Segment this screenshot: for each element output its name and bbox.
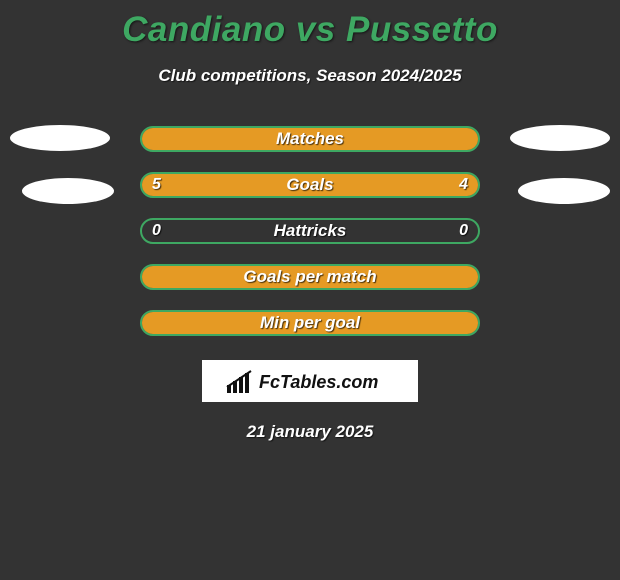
branding-badge: FcTables.com (202, 360, 418, 402)
date-text: 21 january 2025 (0, 422, 620, 442)
bar-goals: 5 Goals 4 (140, 172, 480, 198)
title-left: Candiano (122, 10, 285, 49)
bar-label: Goals (286, 175, 333, 195)
stat-row-matches: Matches (0, 126, 620, 152)
title-right: Pussetto (346, 10, 498, 49)
bar-label: Min per goal (260, 313, 360, 333)
branding-text: FcTables.com (259, 372, 378, 392)
stats-container: Matches 5 Goals 4 0 Hattricks 0 Goals pe… (0, 126, 620, 336)
bar-label: Goals per match (243, 267, 376, 287)
bar-value-left: 5 (152, 176, 161, 194)
bar-goals-per-match: Goals per match (140, 264, 480, 290)
bar-label: Matches (276, 129, 344, 149)
fctables-logo-icon: FcTables.com (225, 367, 395, 395)
bar-value-right: 4 (459, 176, 468, 194)
title-vs: vs (296, 10, 336, 49)
stat-row-hattricks: 0 Hattricks 0 (0, 218, 620, 244)
bar-label: Hattricks (274, 221, 347, 241)
subtitle: Club competitions, Season 2024/2025 (0, 66, 620, 86)
page-title: Candiano vs Pussetto (0, 0, 620, 50)
bar-value-left: 0 (152, 222, 161, 240)
stat-row-min-per-goal: Min per goal (0, 310, 620, 336)
bar-value-right: 0 (459, 222, 468, 240)
bar-min-per-goal: Min per goal (140, 310, 480, 336)
bar-hattricks: 0 Hattricks 0 (140, 218, 480, 244)
bar-matches: Matches (140, 126, 480, 152)
stat-row-goals-per-match: Goals per match (0, 264, 620, 290)
stat-row-goals: 5 Goals 4 (0, 172, 620, 198)
